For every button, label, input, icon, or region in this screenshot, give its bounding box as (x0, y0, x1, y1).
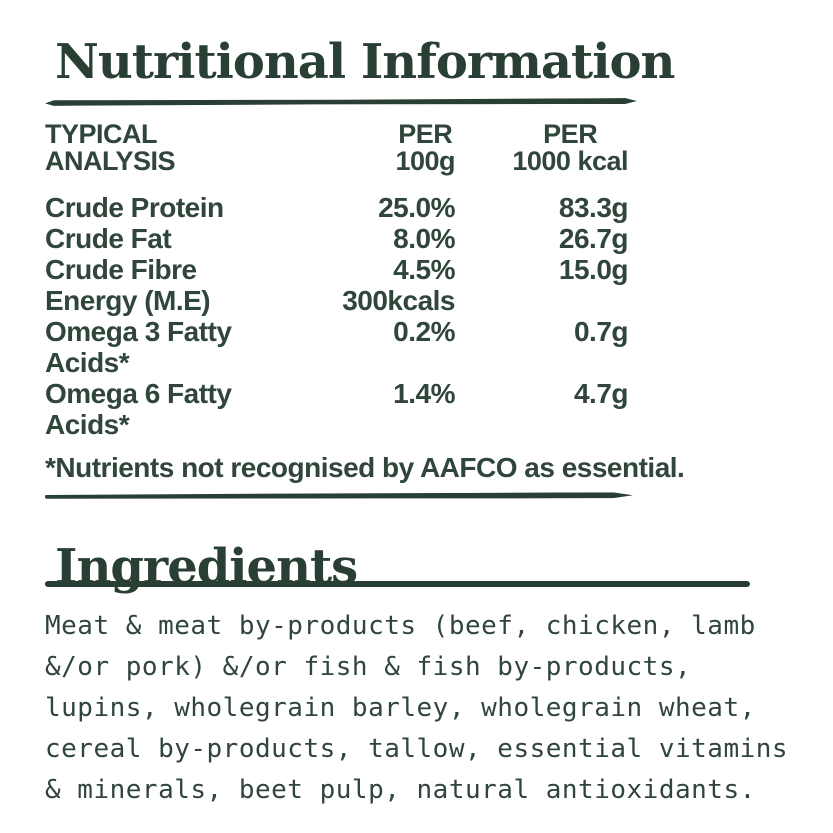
nutrient-label: Crude Fat (45, 222, 172, 254)
nutrient-row: Crude Fibre 4.5% 15.0g (45, 253, 629, 285)
nutrient-label: Crude Protein (45, 191, 224, 223)
nutrient-label: Energy (M.E) (45, 284, 211, 316)
per-100g-value: 8.0% (393, 222, 455, 254)
header-per-label: PER (543, 118, 598, 149)
per-100g-value: 25.0% (378, 191, 455, 223)
per-1000kcal-value (455, 285, 628, 316)
ingredients-section: Ingredients Meat & meat by-products (bee… (45, 538, 793, 811)
divider-segment (145, 580, 750, 587)
per-1000kcal-value: 15.0g (558, 253, 629, 285)
header-1000kcal-label: 1000 kcal (512, 145, 628, 176)
ingredients-text: Meat & meat by-products (beef, chicken, … (45, 610, 789, 805)
nutrient-label: Crude Fibre (45, 253, 197, 285)
header-per-1000kcal: PER 1000 kcal (455, 118, 628, 176)
divider-segment (45, 580, 89, 587)
header-per-label: PER (398, 118, 453, 149)
nutrition-table: TYPICAL ANALYSIS PER 100g PER 1000 kcal (45, 118, 629, 440)
nutrition-rows: Crude Protein 25.0% 83.3g Crude Fat 8.0%… (45, 191, 629, 440)
per-1000kcal-value: 0.7g (573, 315, 629, 347)
per-100g-value: 300kcals (342, 284, 455, 316)
nutrient-row: Crude Fat 8.0% 26.7g (45, 222, 629, 254)
per-1000kcal-value: 83.3g (558, 191, 629, 223)
nutrient-label: Omega 3 Fatty Acids* (45, 315, 232, 378)
nutrient-label: Omega 6 Fatty Acids* (45, 377, 232, 440)
per-1000kcal-value: 26.7g (558, 222, 629, 254)
aafco-footnote: *Nutrients not recognised by AAFCO as es… (45, 451, 685, 483)
nutrient-row: Energy (M.E) 300kcals (45, 285, 628, 316)
per-100g-value: 0.2% (393, 315, 455, 347)
nutrition-title: Nutritional Information (55, 34, 675, 90)
header-typical-analysis: TYPICAL ANALYSIS (45, 118, 305, 176)
ingredients-title: Ingredients (55, 538, 358, 595)
header-per-100g: PER 100g (305, 118, 455, 176)
per-1000kcal-value: 4.7g (573, 377, 629, 409)
nutrient-row: Omega 6 Fatty Acids* 1.4% 4.7g (45, 377, 629, 440)
ingredients-divider-line (45, 580, 750, 587)
nutrient-row: Omega 3 Fatty Acids* 0.2% 0.7g (45, 315, 629, 378)
header-analysis: ANALYSIS (45, 145, 176, 176)
per-100g-value: 4.5% (393, 253, 455, 285)
table-header-row: TYPICAL ANALYSIS PER 100g PER 1000 kcal (45, 118, 628, 176)
per-100g-value: 1.4% (393, 377, 455, 409)
header-typical: TYPICAL (45, 118, 158, 149)
header-100g-label: 100g (395, 145, 455, 176)
section-divider-line (45, 492, 633, 500)
nutrition-section: Nutritional Information TYPICAL ANALYSIS… (45, 36, 793, 499)
title-divider-line (45, 98, 637, 106)
nutrient-row: Crude Protein 25.0% 83.3g (45, 191, 629, 223)
